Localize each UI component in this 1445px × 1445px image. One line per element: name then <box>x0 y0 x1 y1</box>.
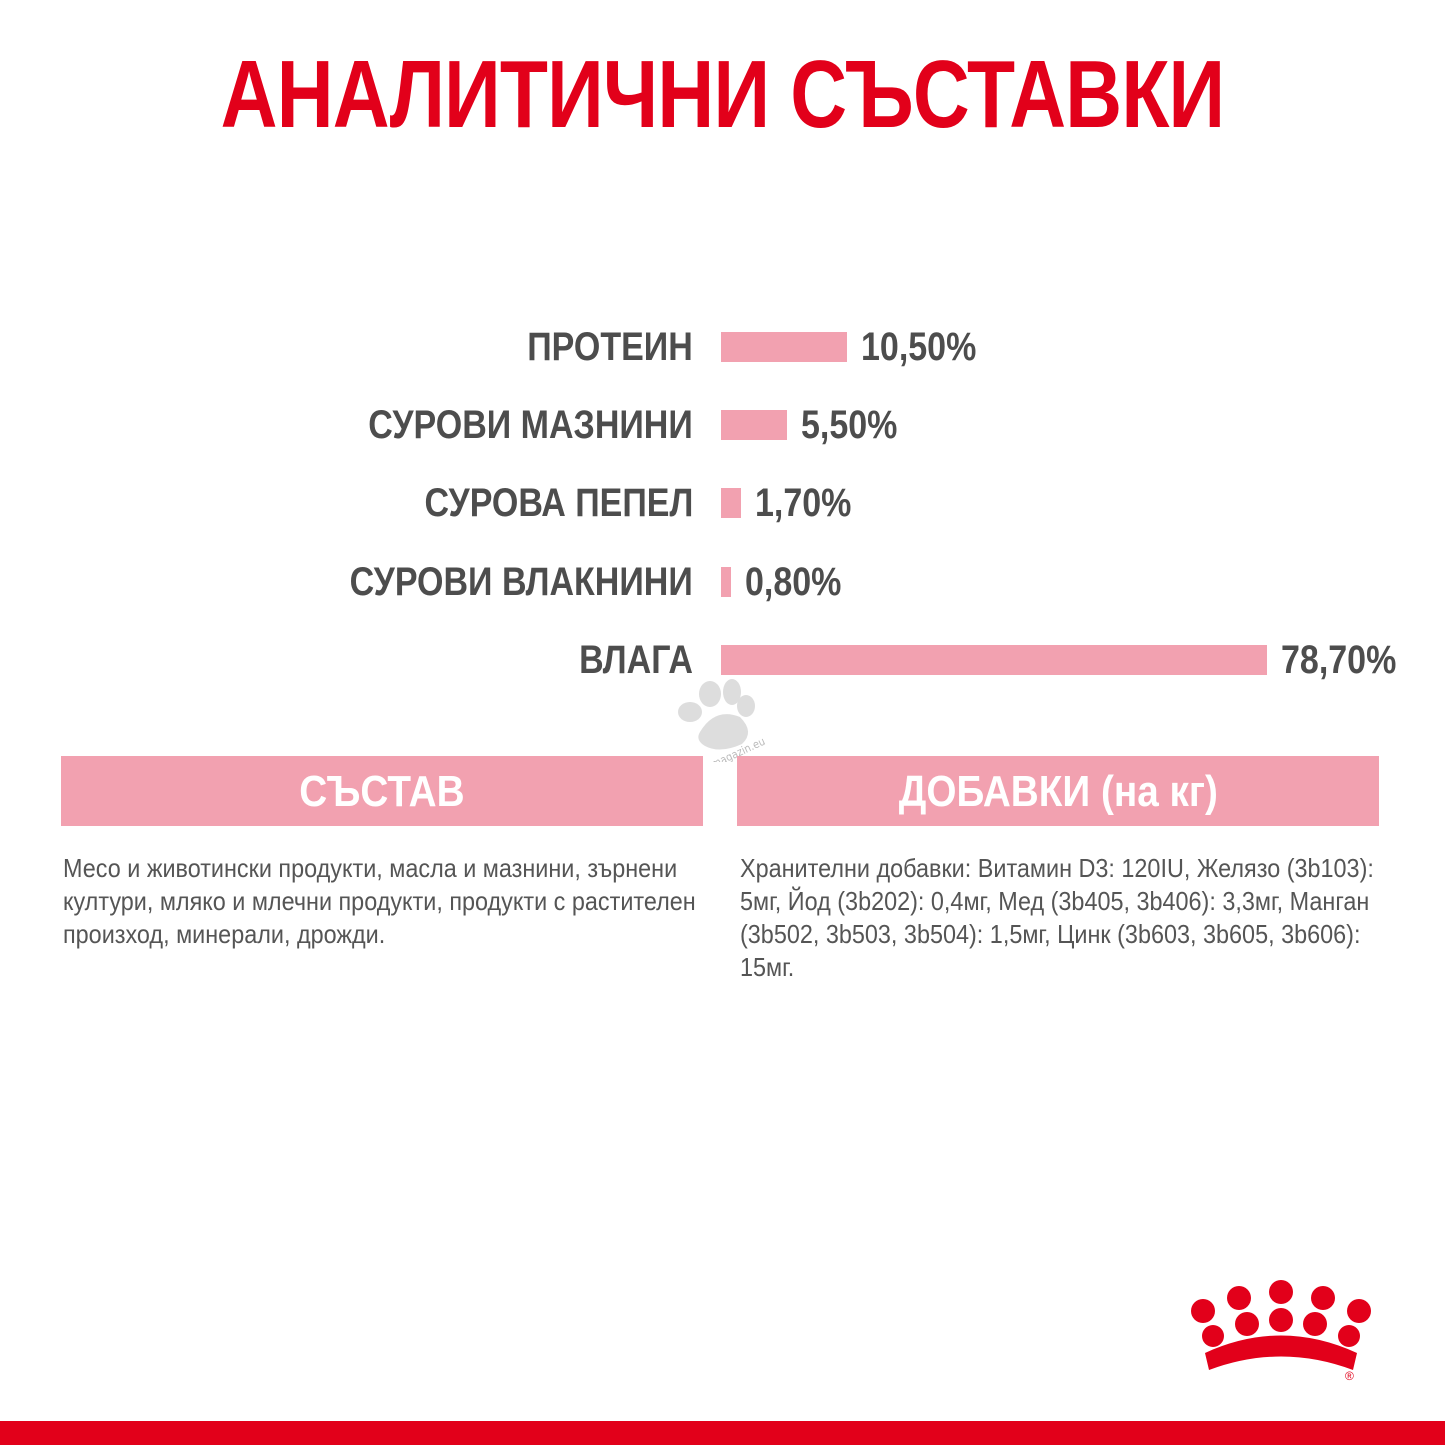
category-label: ВЛАГА <box>579 638 693 682</box>
page-title: АНАЛИТИЧНИ СЪСТАВКИ <box>220 41 1225 148</box>
value-label: 1,70% <box>755 481 852 525</box>
bar <box>721 332 847 362</box>
bar <box>721 645 1267 675</box>
value-label: 78,70% <box>1281 638 1397 682</box>
watermark: zoomagazin.eu <box>670 672 780 778</box>
chart-row: СУРОВИ ВЛАКНИНИ 0,80% <box>0 562 1445 602</box>
registered-mark: ® <box>1345 1369 1354 1383</box>
paw-icon: zoomagazin.eu <box>678 679 767 778</box>
composition-heading: СЪСТАВ <box>299 767 465 816</box>
additives-heading: ДОБАВКИ (на кг) <box>898 767 1218 816</box>
category-label: ПРОТЕИН <box>527 325 693 369</box>
composition-text: Месо и животински продукти, масла и мазн… <box>63 853 696 949</box>
chart-row: ПРОТЕИН 10,50% <box>0 327 1445 367</box>
royal-canin-logo: ® <box>1191 1280 1371 1383</box>
category-label: СУРОВИ ВЛАКНИНИ <box>349 560 693 604</box>
bar <box>721 567 731 597</box>
composition-header: СЪСТАВ <box>61 756 703 826</box>
chart-row: ВЛАГА 78,70% <box>0 640 1445 680</box>
chart-row: СУРОВА ПЕПЕЛ 1,70% <box>0 483 1445 523</box>
category-label: СУРОВА ПЕПЕЛ <box>424 481 693 525</box>
chart-row: СУРОВИ МАЗНИНИ 5,50% <box>0 405 1445 445</box>
value-label: 10,50% <box>861 325 977 369</box>
footer-bar <box>0 1421 1445 1445</box>
bar <box>721 410 787 440</box>
additives-header: ДОБАВКИ (на кг) <box>737 756 1379 826</box>
additives-text: Хранителни добавки: Витамин D3: 120IU, Ж… <box>740 853 1374 982</box>
value-label: 0,80% <box>744 560 842 604</box>
bar <box>721 488 742 518</box>
value-label: 5,50% <box>801 403 898 447</box>
category-label: СУРОВИ МАЗНИНИ <box>368 403 693 447</box>
